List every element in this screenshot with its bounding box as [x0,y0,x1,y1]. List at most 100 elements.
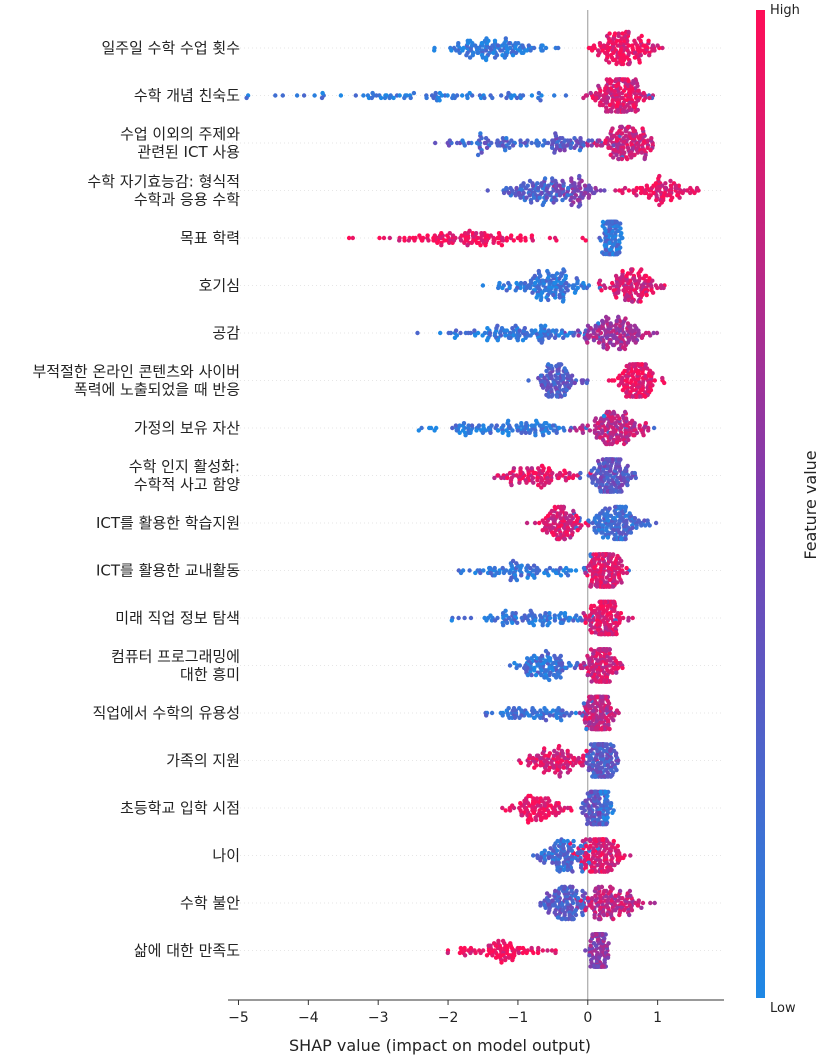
shap-point [506,280,511,286]
shap-point [571,618,576,623]
shap-point [559,271,564,276]
shap-point [482,95,487,101]
shap-point [518,801,523,806]
shap-point [602,647,607,652]
shap-point [554,238,559,243]
shap-point [501,423,506,428]
shap-point [591,43,597,48]
shap-point [416,428,421,433]
shap-point [597,647,602,652]
shap-point [519,615,524,621]
shap-point [524,48,530,53]
shap-point [484,36,489,41]
shap-point [533,672,539,678]
shap-point [605,535,611,540]
shap-point [487,330,493,336]
shap-point [636,362,641,367]
shap-point [599,631,604,637]
shap-point [431,95,436,101]
shap-point [507,285,512,291]
shap-point [565,573,571,578]
shap-point [506,335,512,340]
shap-point [589,789,594,795]
shap-point [611,552,616,557]
shap-point [537,520,542,526]
shap-point [581,611,586,616]
shap-point [495,138,500,143]
shap-point [515,428,520,433]
shap-point [599,884,604,890]
shap-point [563,195,568,200]
shap-point [465,243,470,248]
shap-point [596,53,601,58]
shap-point [554,394,560,399]
shap-point [602,679,607,684]
shap-point [592,625,597,630]
shap-point [557,425,562,431]
shap-point [625,271,631,276]
shap-point [644,183,649,188]
shap-point [514,473,519,478]
shap-point [611,916,616,922]
shap-point [522,613,527,618]
shap-point [524,421,529,426]
shap-point [618,276,623,281]
shap-point [617,373,622,378]
shap-point [601,912,607,918]
shap-point [585,653,590,659]
shap-point [593,552,599,557]
shap-point [617,188,622,193]
shap-point [614,152,619,158]
shap-point [540,528,545,533]
shap-point [630,418,635,423]
shap-point [504,620,510,625]
shap-point [589,694,594,700]
shap-point [568,753,573,758]
shap-point [554,197,559,203]
shap-point [620,190,625,196]
shap-point [660,45,665,51]
shap-point [579,618,584,623]
shap-point [567,470,572,476]
shap-point [531,810,537,815]
shap-point [692,190,697,196]
shap-point [586,45,592,51]
shap-point [584,380,589,386]
shap-point [525,672,531,678]
shap-point [546,573,551,578]
shap-point [641,90,646,96]
shap-point [600,698,605,704]
shap-point [594,679,599,684]
shap-point [611,36,616,41]
shap-point [550,898,555,903]
shap-point [607,506,612,511]
shap-point [621,61,626,67]
shap-point [489,423,494,428]
shap-point [647,276,652,281]
shap-point [613,77,619,82]
shap-point [546,140,551,146]
shap-point [483,48,489,53]
shap-point [614,440,620,445]
shap-point [459,233,464,238]
shap-point [636,333,641,338]
shap-point [439,231,444,236]
shap-point [506,418,511,423]
shap-point [604,742,610,747]
shap-point [576,204,581,209]
shap-point [592,190,597,196]
shap-point [585,896,591,901]
shap-point [595,694,600,700]
shap-point [538,903,543,908]
shap-point [626,29,631,35]
shap-point [481,423,486,428]
shap-point [574,276,579,281]
shap-point [574,613,579,618]
shap-point [485,188,490,193]
shap-point [510,53,516,58]
shap-point [550,423,556,428]
shap-point [562,536,567,542]
shap-point [579,763,584,768]
shap-point [495,338,500,343]
shap-point [524,520,530,526]
